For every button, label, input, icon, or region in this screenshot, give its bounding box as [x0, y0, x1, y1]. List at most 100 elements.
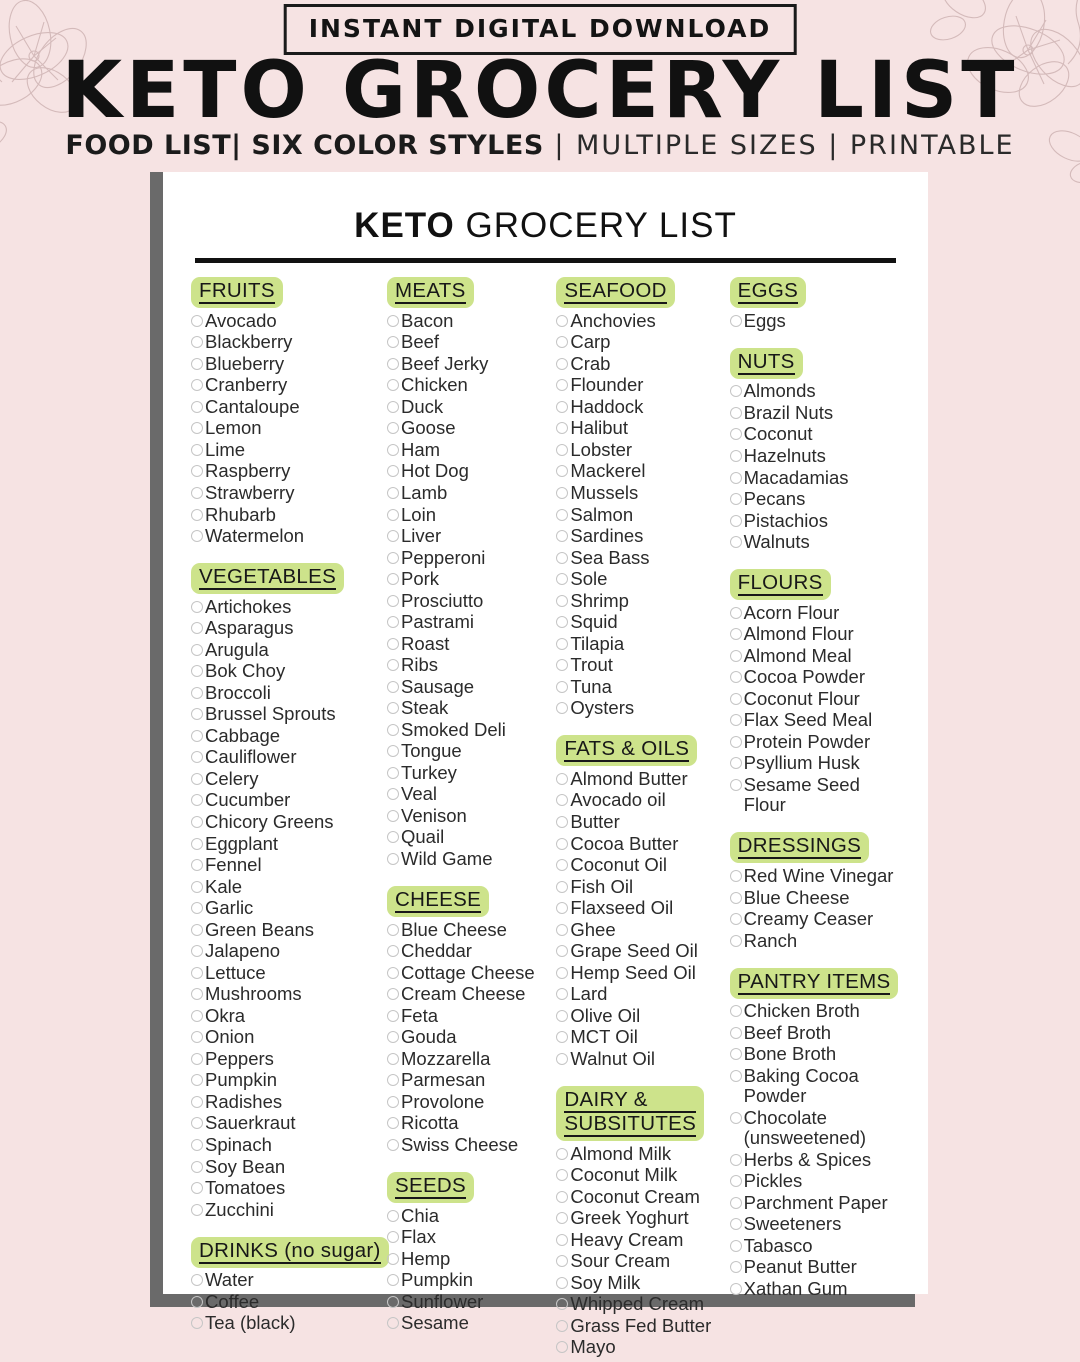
- list-item[interactable]: Tea (black): [191, 1313, 387, 1335]
- checkbox-circle-icon[interactable]: [191, 1317, 203, 1329]
- list-item[interactable]: Hazelnuts: [730, 445, 900, 467]
- checkbox-circle-icon[interactable]: [387, 831, 399, 843]
- checkbox-circle-icon[interactable]: [191, 622, 203, 634]
- list-item[interactable]: Liver: [387, 525, 556, 547]
- checkbox-circle-icon[interactable]: [556, 1010, 568, 1022]
- list-item[interactable]: Psyllium Husk: [730, 753, 900, 775]
- list-item[interactable]: Blue Cheese: [730, 887, 900, 909]
- list-item[interactable]: Coconut Flour: [730, 688, 900, 710]
- list-item[interactable]: Chia: [387, 1205, 556, 1227]
- checkbox-circle-icon[interactable]: [556, 773, 568, 785]
- list-item[interactable]: Artichokes: [191, 596, 387, 618]
- checkbox-circle-icon[interactable]: [191, 1074, 203, 1086]
- checkbox-circle-icon[interactable]: [191, 902, 203, 914]
- checkbox-circle-icon[interactable]: [387, 853, 399, 865]
- list-item[interactable]: Veal: [387, 784, 556, 806]
- list-item[interactable]: Chicory Greens: [191, 811, 387, 833]
- checkbox-circle-icon[interactable]: [191, 1139, 203, 1151]
- checkbox-circle-icon[interactable]: [556, 1320, 568, 1332]
- list-item[interactable]: Avocado oil: [556, 790, 729, 812]
- checkbox-circle-icon[interactable]: [730, 671, 742, 683]
- list-item[interactable]: Walnut Oil: [556, 1048, 729, 1070]
- checkbox-circle-icon[interactable]: [730, 736, 742, 748]
- list-item[interactable]: Cabbage: [191, 725, 387, 747]
- checkbox-circle-icon[interactable]: [191, 644, 203, 656]
- list-item[interactable]: Coffee: [191, 1291, 387, 1313]
- list-item[interactable]: Halibut: [556, 418, 729, 440]
- checkbox-circle-icon[interactable]: [556, 358, 568, 370]
- list-item[interactable]: Bok Choy: [191, 661, 387, 683]
- list-item[interactable]: Anchovies: [556, 310, 729, 332]
- list-item[interactable]: Steak: [387, 698, 556, 720]
- list-item[interactable]: Pickles: [730, 1171, 900, 1193]
- checkbox-circle-icon[interactable]: [556, 401, 568, 413]
- list-item[interactable]: Coconut: [730, 424, 900, 446]
- list-item[interactable]: Sauerkraut: [191, 1113, 387, 1135]
- list-item[interactable]: Venison: [387, 805, 556, 827]
- list-item[interactable]: Soy Bean: [191, 1156, 387, 1178]
- checkbox-circle-icon[interactable]: [730, 536, 742, 548]
- checkbox-circle-icon[interactable]: [387, 1274, 399, 1286]
- list-item[interactable]: Gouda: [387, 1027, 556, 1049]
- checkbox-circle-icon[interactable]: [730, 935, 742, 947]
- checkbox-circle-icon[interactable]: [387, 616, 399, 628]
- list-item[interactable]: Squid: [556, 612, 729, 634]
- list-item[interactable]: Roast: [387, 633, 556, 655]
- list-item[interactable]: Almond Butter: [556, 768, 729, 790]
- list-item[interactable]: Almond Flour: [730, 624, 900, 646]
- checkbox-circle-icon[interactable]: [556, 638, 568, 650]
- checkbox-circle-icon[interactable]: [730, 515, 742, 527]
- list-item[interactable]: Mussels: [556, 482, 729, 504]
- checkbox-circle-icon[interactable]: [387, 1074, 399, 1086]
- list-item[interactable]: Carp: [556, 332, 729, 354]
- checkbox-circle-icon[interactable]: [730, 1005, 742, 1017]
- list-item[interactable]: Goose: [387, 418, 556, 440]
- checkbox-circle-icon[interactable]: [191, 1296, 203, 1308]
- list-item[interactable]: Sole: [556, 569, 729, 591]
- list-item[interactable]: Fish Oil: [556, 876, 729, 898]
- list-item[interactable]: Protein Powder: [730, 731, 900, 753]
- checkbox-circle-icon[interactable]: [387, 1096, 399, 1108]
- list-item[interactable]: Quail: [387, 827, 556, 849]
- list-item[interactable]: Sardines: [556, 525, 729, 547]
- list-item[interactable]: Ranch: [730, 930, 900, 952]
- list-item[interactable]: Lobster: [556, 439, 729, 461]
- checkbox-circle-icon[interactable]: [730, 779, 742, 791]
- list-item[interactable]: Sesame: [387, 1313, 556, 1335]
- list-item[interactable]: Coconut Cream: [556, 1186, 729, 1208]
- list-item[interactable]: Peanut Butter: [730, 1257, 900, 1279]
- list-item[interactable]: Creamy Ceaser: [730, 908, 900, 930]
- list-item[interactable]: Hemp Seed Oil: [556, 962, 729, 984]
- checkbox-circle-icon[interactable]: [387, 1010, 399, 1022]
- checkbox-circle-icon[interactable]: [387, 681, 399, 693]
- checkbox-circle-icon[interactable]: [730, 385, 742, 397]
- checkbox-circle-icon[interactable]: [387, 1117, 399, 1129]
- checkbox-circle-icon[interactable]: [191, 665, 203, 677]
- list-item[interactable]: Red Wine Vinegar: [730, 865, 900, 887]
- list-item[interactable]: Feta: [387, 1005, 556, 1027]
- list-item[interactable]: Okra: [191, 1005, 387, 1027]
- list-item[interactable]: Parchment Paper: [730, 1192, 900, 1214]
- list-item[interactable]: Garlic: [191, 898, 387, 920]
- list-item[interactable]: Mushrooms: [191, 984, 387, 1006]
- checkbox-circle-icon[interactable]: [387, 401, 399, 413]
- list-item[interactable]: Pumpkin: [387, 1270, 556, 1292]
- list-item[interactable]: Coconut Oil: [556, 854, 729, 876]
- list-item[interactable]: Ricotta: [387, 1113, 556, 1135]
- list-item[interactable]: Trout: [556, 655, 729, 677]
- list-item[interactable]: Macadamias: [730, 467, 900, 489]
- checkbox-circle-icon[interactable]: [730, 1197, 742, 1209]
- checkbox-circle-icon[interactable]: [556, 379, 568, 391]
- list-item[interactable]: Lettuce: [191, 962, 387, 984]
- list-item[interactable]: Cheddar: [387, 941, 556, 963]
- checkbox-circle-icon[interactable]: [556, 509, 568, 521]
- list-item[interactable]: Blackberry: [191, 332, 387, 354]
- list-item[interactable]: Broccoli: [191, 682, 387, 704]
- checkbox-circle-icon[interactable]: [556, 336, 568, 348]
- list-item[interactable]: Bacon: [387, 310, 556, 332]
- list-item[interactable]: Oysters: [556, 698, 729, 720]
- list-item[interactable]: Olive Oil: [556, 1005, 729, 1027]
- checkbox-circle-icon[interactable]: [387, 924, 399, 936]
- checkbox-circle-icon[interactable]: [387, 422, 399, 434]
- checkbox-circle-icon[interactable]: [191, 530, 203, 542]
